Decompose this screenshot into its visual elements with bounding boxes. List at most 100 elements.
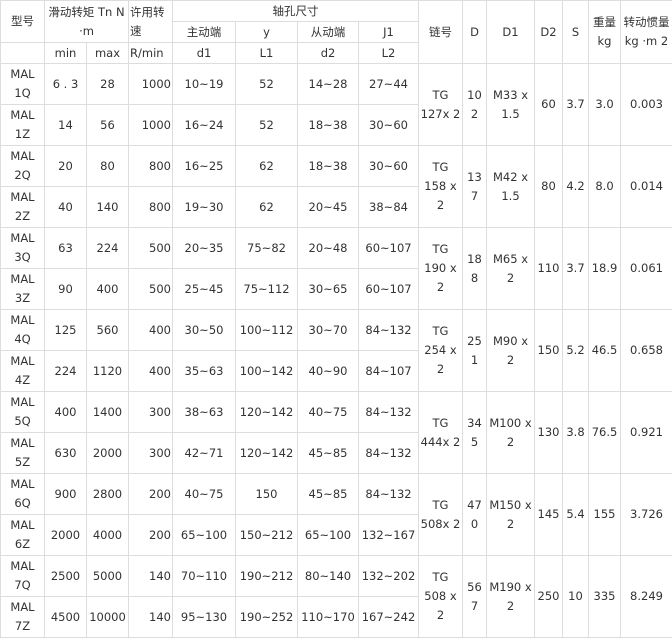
cell-chain: TG 190 x 2 (418, 227, 463, 310)
cell-D: 188 (462, 227, 487, 310)
cell-min: 40 (44, 186, 87, 228)
cell-L1: 62 (235, 186, 298, 228)
table-row: MAL 4Z 224 1120 400 35~63 100~142 40~90 84~107 (0, 350, 672, 392)
cell-min: 630 (44, 432, 87, 474)
cell-d2: 65~100 (297, 514, 359, 556)
cell-d2: 20~48 (297, 227, 359, 269)
cell-model: MAL 1Q (0, 63, 45, 105)
cell-weight: 18.9 (588, 227, 621, 310)
cell-max: 1120 (86, 350, 129, 392)
cell-d1: 16~24 (172, 104, 236, 146)
header-torque: 滑动转矩 Tn N ·m (44, 0, 129, 43)
cell-inertia: 0.014 (620, 145, 672, 228)
cell-speed: 400 (128, 309, 173, 351)
cell-d1: 30~50 (172, 309, 236, 351)
cell-inertia: 0.003 (620, 63, 672, 146)
header-J1: J1 (358, 21, 419, 43)
cell-d2: 18~38 (297, 145, 359, 187)
cell-S: 3.7 (562, 63, 589, 146)
cell-inertia: 0.921 (620, 391, 672, 474)
header-D1: D1 (486, 0, 535, 64)
cell-min: 900 (44, 473, 87, 515)
cell-D1: M42 x 1.5 (486, 145, 535, 228)
cell-inertia: 0.658 (620, 309, 672, 392)
cell-max: 10000 (86, 596, 129, 638)
cell-D: 137 (462, 145, 487, 228)
cell-max: 5000 (86, 555, 129, 597)
cell-max: 4000 (86, 514, 129, 556)
cell-D2: 110 (534, 227, 563, 310)
cell-S: 4.2 (562, 145, 589, 228)
table-row: MAL 4Q 125 560 400 30~50 100~112 30~70 84~132 TG… (0, 309, 672, 392)
cell-L1: 120~142 (235, 391, 298, 433)
cell-weight: 3.0 (588, 63, 621, 146)
cell-L1: 75~82 (235, 227, 298, 269)
cell-L2: 38~84 (358, 186, 419, 228)
cell-model: MAL 6Q (0, 473, 45, 515)
cell-min: 14 (44, 104, 87, 146)
cell-D1: M65 x 2 (486, 227, 535, 310)
cell-speed: 300 (128, 391, 173, 433)
cell-L1: 52 (235, 104, 298, 146)
table-row: MAL 7Q 2500 5000 140 70~110 190~212 80~140 132~… (0, 555, 672, 638)
cell-D2: 150 (534, 309, 563, 392)
header-D: D (462, 0, 487, 64)
cell-max: 56 (86, 104, 129, 146)
cell-d2: 30~70 (297, 309, 359, 351)
header-D2: D2 (534, 0, 563, 64)
cell-D2: 250 (534, 555, 563, 638)
cell-D1: M150 x 2 (486, 473, 535, 556)
cell-d1: 95~130 (172, 596, 236, 638)
cell-max: 1400 (86, 391, 129, 433)
cell-d2: 45~85 (297, 432, 359, 474)
cell-d2: 40~75 (297, 391, 359, 433)
cell-D: 567 (462, 555, 487, 638)
header-blank (0, 42, 45, 64)
cell-min: 90 (44, 268, 87, 310)
cell-speed: 400 (128, 350, 173, 392)
cell-S: 3.7 (562, 227, 589, 310)
cell-L1: 150~212 (235, 514, 298, 556)
cell-d1: 35~63 (172, 350, 236, 392)
cell-min: 63 (44, 227, 87, 269)
cell-model: MAL 5Z (0, 432, 45, 474)
cell-chain: TG 127x 2 (418, 63, 463, 146)
cell-chain: TG 254 x 2 (418, 309, 463, 392)
cell-d1: 65~100 (172, 514, 236, 556)
header-y: y (235, 21, 298, 43)
cell-model: MAL 3Z (0, 268, 45, 310)
cell-speed: 1000 (128, 104, 173, 146)
cell-L2: 60~107 (358, 227, 419, 269)
cell-min: 4500 (44, 596, 87, 638)
cell-L2: 84~132 (358, 391, 419, 433)
cell-speed: 300 (128, 432, 173, 474)
cell-chain: TG 444x 2 (418, 391, 463, 474)
cell-L1: 100~142 (235, 350, 298, 392)
cell-L2: 84~132 (358, 432, 419, 474)
cell-L1: 190~212 (235, 555, 298, 597)
cell-model: MAL 7Z (0, 596, 45, 638)
cell-max: 560 (86, 309, 129, 351)
cell-min: 125 (44, 309, 87, 351)
cell-L1: 75~112 (235, 268, 298, 310)
header-driven: 从动端 (297, 21, 359, 43)
cell-speed: 500 (128, 227, 173, 269)
cell-d2: 110~170 (297, 596, 359, 638)
cell-weight: 155 (588, 473, 621, 556)
cell-max: 2800 (86, 473, 129, 515)
cell-d1: 38~63 (172, 391, 236, 433)
cell-d1: 10~19 (172, 63, 236, 105)
cell-d1: 19~30 (172, 186, 236, 228)
cell-weight: 335 (588, 555, 621, 638)
cell-L2: 84~132 (358, 309, 419, 351)
cell-speed: 200 (128, 473, 173, 515)
cell-speed: 200 (128, 514, 173, 556)
cell-D2: 145 (534, 473, 563, 556)
cell-chain: TG 158 x 2 (418, 145, 463, 228)
cell-min: 20 (44, 145, 87, 187)
table-row: MAL 2Q 20 80 800 16~25 62 18~38 30~60 TG 158 x 2… (0, 145, 672, 228)
cell-D2: 80 (534, 145, 563, 228)
cell-model: MAL 2Z (0, 186, 45, 228)
table-row: MAL 5Z 630 2000 300 42~71 120~142 45~85 84~132 (0, 432, 672, 474)
cell-L2: 167~242 (358, 596, 419, 638)
